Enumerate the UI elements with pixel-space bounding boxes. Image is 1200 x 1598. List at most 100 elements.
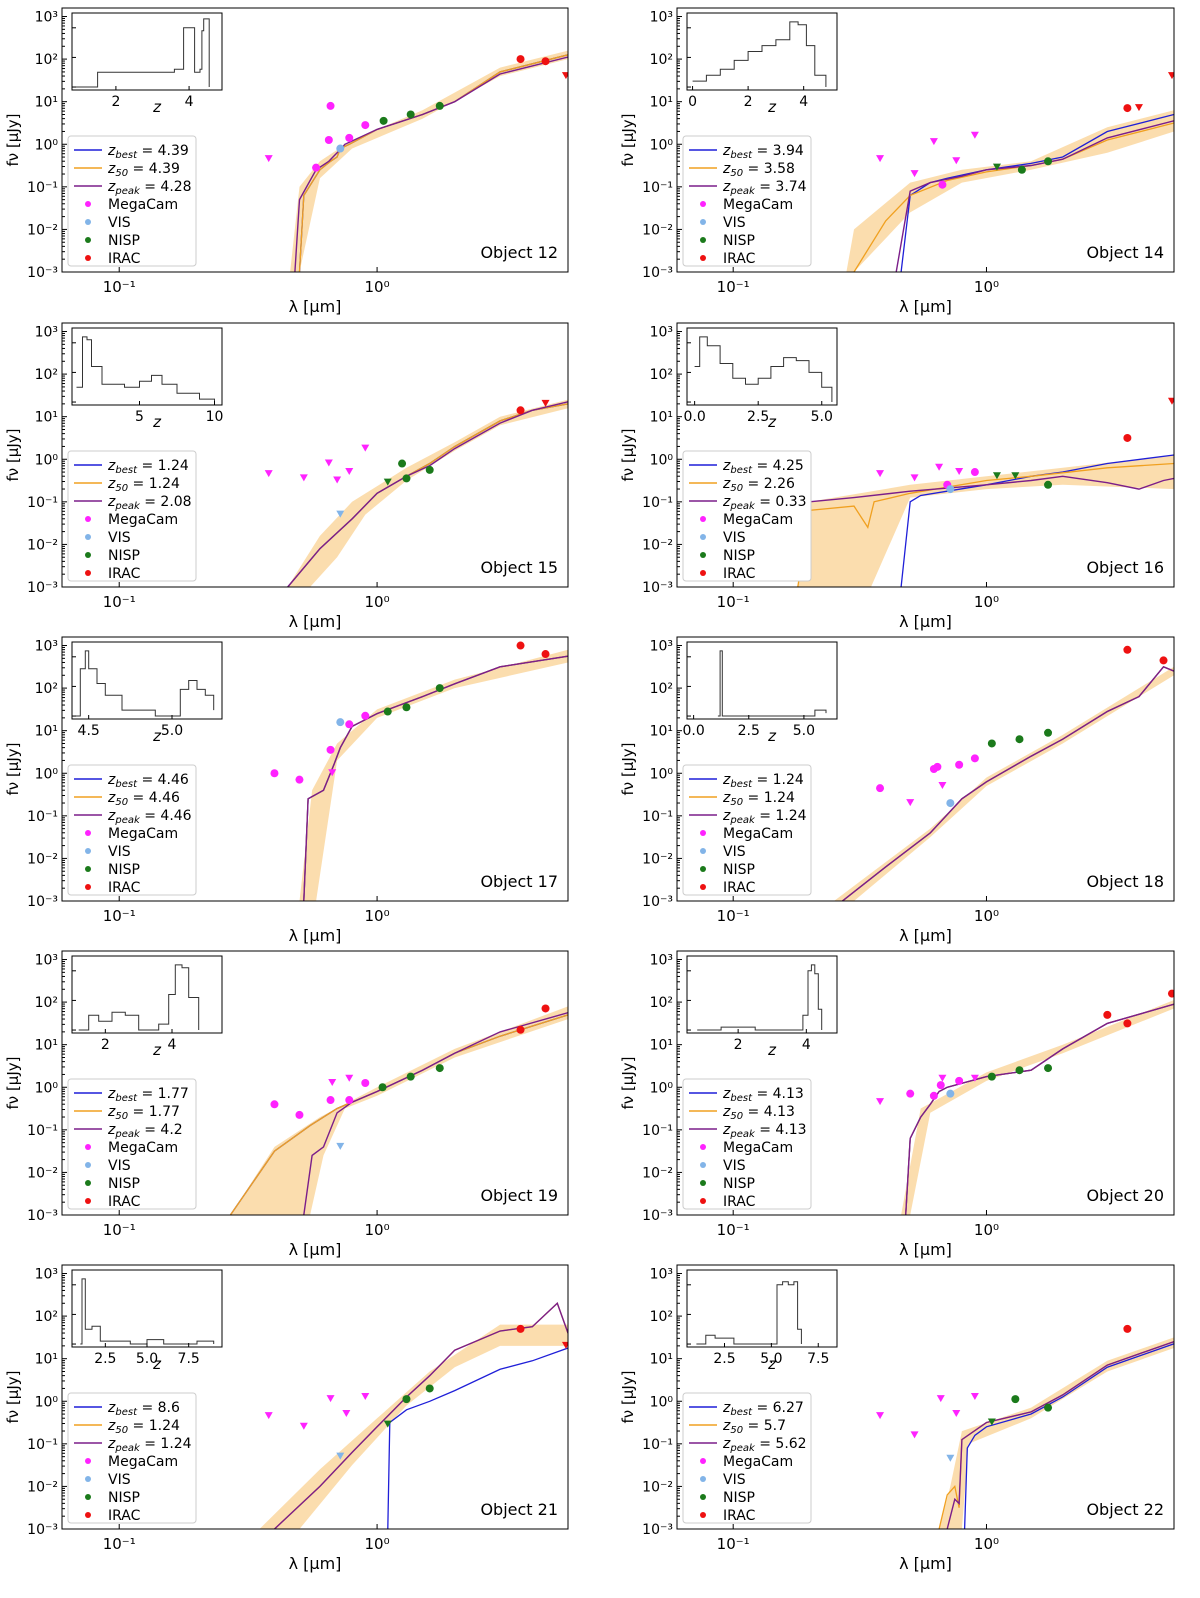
sed-line-peak [733,475,1174,516]
x-tick-label: 10⁰ [974,278,999,296]
photometry-point [361,121,370,130]
legend-value-z50: 1.24 [149,476,180,492]
inset-x-label: z [152,98,162,116]
legend-label-irac: IRAC [108,566,141,582]
legend-marker-megacam [700,830,706,836]
y-tick-label: 10⁰ [650,137,674,153]
legend-marker-megacam [85,516,91,522]
photometry-point [336,718,345,727]
plot-area [876,989,1174,1215]
upper-limit-marker [299,474,308,482]
inset-x-tick-label: 5.0 [136,1351,158,1367]
legend-value-peak: 4.2 [160,1122,182,1138]
photometry-point [295,1110,304,1119]
object-title: Object 12 [480,243,558,262]
uncertainty-band [834,666,1174,901]
inset-frame [686,955,838,1034]
legend-marker-nisp [85,1180,91,1186]
upper-limit-marker [1011,472,1020,480]
legend-marker-irac [700,570,706,576]
uncertainty-band [797,455,1174,587]
legend-marker-nisp [700,237,706,243]
photometry-point [1044,1403,1053,1412]
y-tick-label: 10³ [650,10,673,26]
sed-line-z50 [298,54,568,272]
y-tick-label: 10¹ [650,410,673,426]
x-axis-label: λ [μm] [899,1554,952,1573]
y-tick-label: 10⁻¹ [27,1123,58,1139]
y-tick-label: 10² [35,367,58,383]
inset-x-tick-label: 5.0 [811,409,833,425]
legend-marker-megacam [700,1144,706,1150]
photometry-point [1011,1395,1020,1404]
inset-x-tick-label: 2 [744,94,753,110]
plot-area [834,645,1174,901]
upper-limit-marker [336,510,345,518]
photometry-point [1123,433,1132,442]
y-tick-label: 10⁻³ [642,580,673,596]
legend-value-peak: 4.13 [775,1122,806,1138]
legend-marker-irac [700,1512,706,1518]
y-tick-label: 10⁻¹ [27,495,58,511]
uncertainty-band [230,1006,568,1215]
photometry-point [402,1395,411,1404]
upper-limit-marker [1167,72,1174,80]
legend-value-best: 4.13 [773,1086,804,1102]
photometry-point [987,739,996,748]
y-tick-label: 10² [650,367,673,383]
y-axis-label: fν [μJy] [619,1057,637,1110]
legend-label-best: zbest = 4.39 [107,143,189,161]
legend-label-irac: IRAC [723,880,756,896]
x-axis-label: λ [μm] [289,1554,342,1573]
photometry-point [425,465,434,474]
uncertainty-band [287,399,568,587]
legend-label-megacam: MegaCam [723,1140,793,1156]
sed-line-peak [294,56,568,272]
inset-histogram [75,650,215,717]
upper-limit-marker [1134,104,1143,112]
legend-label-best: zbest = 8.6 [107,1400,180,1418]
photometry-point [1103,1010,1112,1019]
y-tick-label: 10³ [35,953,58,969]
inset-x-label: z [152,413,162,431]
inset-x-tick-label: 7.5 [178,1351,200,1367]
legend-value-peak: 3.74 [775,179,806,195]
legend-label-megacam: MegaCam [723,197,793,213]
legend-label-z50: z50 = 1.24 [107,1418,180,1436]
legend-marker-megacam [85,830,91,836]
photometry-point [906,1089,915,1098]
legend-value-z50: 4.39 [149,161,180,177]
upper-limit-marker [938,782,947,790]
upper-limit-marker [264,1412,273,1420]
y-tick-label: 10⁻³ [642,1522,673,1538]
legend-label-megacam: MegaCam [108,1140,178,1156]
upper-limit-marker [333,476,342,484]
sed-panel: 10⁻³ 10⁻² 10⁻¹ 10⁰ 10¹ 10² 10³ 10⁻¹ 10⁰ λ [μm] fν … [4,322,569,631]
x-tick-label: 10⁰ [974,593,999,611]
photometry-point [516,1324,525,1333]
sed-panel: 10⁻³ 10⁻² 10⁻¹ 10⁰ 10¹ 10² 10³ 10⁻¹ 10⁰ λ [μm] fν … [619,636,1175,945]
x-tick-label: 10⁰ [365,907,390,925]
object-title: Object 17 [480,872,558,891]
y-tick-label: 10¹ [650,1038,673,1054]
legend-label-megacam: MegaCam [108,512,178,528]
photometry-point [383,707,392,716]
object-title: Object 22 [1086,1500,1164,1519]
sed-line-best [963,1343,1174,1529]
inset-x-label: z [152,727,162,745]
y-axis-label: fν [μJy] [4,114,22,167]
plot-area [229,1004,568,1215]
photometry-point [270,769,279,778]
upper-limit-marker [935,463,944,471]
uncertainty-band [299,649,568,901]
legend-label-best: zbest = 3.94 [722,143,804,161]
upper-limit-marker [970,1393,979,1400]
y-tick-label: 10⁻³ [642,1208,673,1224]
x-tick-label: 10⁻¹ [717,1535,750,1553]
upper-limit-marker [1167,397,1174,405]
